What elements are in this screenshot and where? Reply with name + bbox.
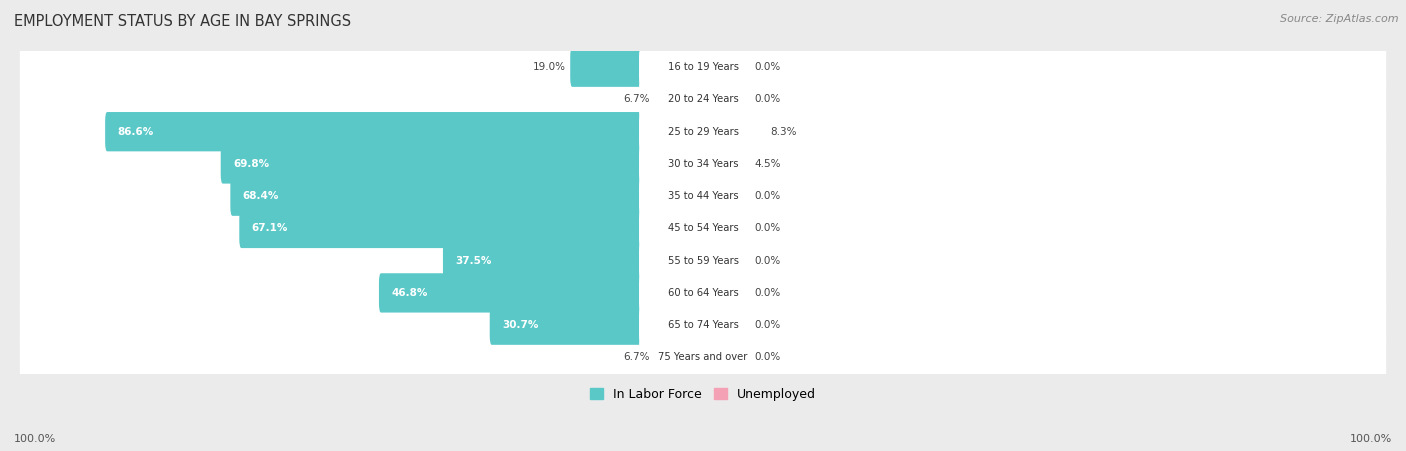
FancyBboxPatch shape (638, 112, 768, 152)
Text: 65 to 74 Years: 65 to 74 Years (668, 320, 738, 330)
FancyBboxPatch shape (702, 338, 747, 377)
FancyBboxPatch shape (638, 305, 768, 345)
FancyBboxPatch shape (638, 176, 768, 216)
Text: 30.7%: 30.7% (502, 320, 538, 330)
FancyBboxPatch shape (221, 144, 704, 184)
Text: 20 to 24 Years: 20 to 24 Years (668, 94, 738, 105)
Text: 69.8%: 69.8% (233, 159, 269, 169)
Text: 100.0%: 100.0% (1350, 434, 1392, 444)
FancyBboxPatch shape (638, 80, 768, 119)
Text: EMPLOYMENT STATUS BY AGE IN BAY SPRINGS: EMPLOYMENT STATUS BY AGE IN BAY SPRINGS (14, 14, 352, 28)
Text: Source: ZipAtlas.com: Source: ZipAtlas.com (1281, 14, 1399, 23)
Text: 0.0%: 0.0% (755, 320, 780, 330)
FancyBboxPatch shape (702, 273, 747, 313)
Text: 25 to 29 Years: 25 to 29 Years (668, 127, 738, 137)
Text: 68.4%: 68.4% (243, 191, 280, 201)
Text: 60 to 64 Years: 60 to 64 Years (668, 288, 738, 298)
Text: 6.7%: 6.7% (623, 352, 650, 363)
FancyBboxPatch shape (702, 80, 747, 119)
FancyBboxPatch shape (638, 209, 768, 248)
FancyBboxPatch shape (20, 172, 1386, 221)
Text: 0.0%: 0.0% (755, 352, 780, 363)
FancyBboxPatch shape (702, 47, 747, 87)
Text: 0.0%: 0.0% (755, 223, 780, 234)
FancyBboxPatch shape (231, 176, 704, 216)
Text: 35 to 44 Years: 35 to 44 Years (668, 191, 738, 201)
Text: 0.0%: 0.0% (755, 62, 780, 72)
FancyBboxPatch shape (638, 144, 768, 184)
FancyBboxPatch shape (105, 112, 704, 152)
Text: 0.0%: 0.0% (755, 288, 780, 298)
FancyBboxPatch shape (638, 47, 768, 87)
Text: 6.7%: 6.7% (623, 94, 650, 105)
FancyBboxPatch shape (239, 209, 704, 248)
Text: 4.5%: 4.5% (755, 159, 782, 169)
FancyBboxPatch shape (489, 305, 704, 345)
FancyBboxPatch shape (443, 241, 704, 281)
FancyBboxPatch shape (380, 273, 704, 313)
Text: 8.3%: 8.3% (770, 127, 797, 137)
FancyBboxPatch shape (20, 75, 1386, 124)
FancyBboxPatch shape (702, 144, 747, 184)
Text: 75 Years and over: 75 Years and over (658, 352, 748, 363)
Legend: In Labor Force, Unemployed: In Labor Force, Unemployed (585, 383, 821, 406)
FancyBboxPatch shape (702, 112, 762, 152)
FancyBboxPatch shape (20, 301, 1386, 350)
Text: 16 to 19 Years: 16 to 19 Years (668, 62, 738, 72)
Text: 67.1%: 67.1% (252, 223, 288, 234)
FancyBboxPatch shape (638, 241, 768, 281)
Text: 19.0%: 19.0% (533, 62, 565, 72)
FancyBboxPatch shape (655, 80, 704, 119)
FancyBboxPatch shape (20, 236, 1386, 285)
FancyBboxPatch shape (655, 338, 704, 377)
Text: 0.0%: 0.0% (755, 256, 780, 266)
FancyBboxPatch shape (702, 176, 747, 216)
FancyBboxPatch shape (571, 47, 704, 87)
FancyBboxPatch shape (20, 204, 1386, 253)
FancyBboxPatch shape (702, 241, 747, 281)
FancyBboxPatch shape (702, 209, 747, 248)
Text: 55 to 59 Years: 55 to 59 Years (668, 256, 738, 266)
Text: 86.6%: 86.6% (118, 127, 153, 137)
Text: 100.0%: 100.0% (14, 434, 56, 444)
FancyBboxPatch shape (20, 139, 1386, 189)
Text: 30 to 34 Years: 30 to 34 Years (668, 159, 738, 169)
FancyBboxPatch shape (638, 338, 768, 377)
FancyBboxPatch shape (20, 268, 1386, 318)
FancyBboxPatch shape (702, 305, 747, 345)
FancyBboxPatch shape (20, 333, 1386, 382)
FancyBboxPatch shape (20, 43, 1386, 92)
Text: 46.8%: 46.8% (391, 288, 427, 298)
FancyBboxPatch shape (638, 273, 768, 313)
Text: 0.0%: 0.0% (755, 94, 780, 105)
Text: 37.5%: 37.5% (456, 256, 492, 266)
Text: 45 to 54 Years: 45 to 54 Years (668, 223, 738, 234)
Text: 0.0%: 0.0% (755, 191, 780, 201)
FancyBboxPatch shape (20, 107, 1386, 156)
